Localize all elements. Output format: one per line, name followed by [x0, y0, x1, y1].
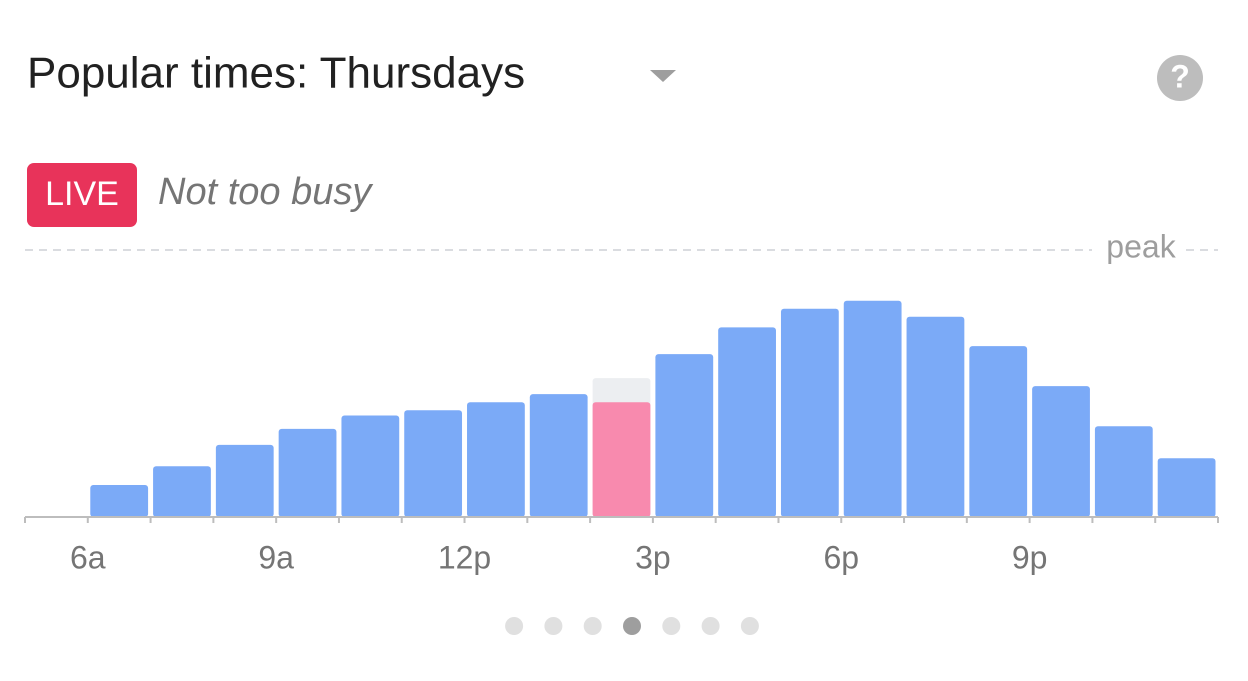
- bar: [404, 410, 463, 517]
- bar: [843, 300, 902, 517]
- peak-label: peak: [1106, 228, 1176, 264]
- pager-dot[interactable]: [701, 617, 720, 635]
- pager-dot[interactable]: [583, 617, 602, 635]
- live-status: Not too busy: [158, 171, 373, 213]
- pager-dot[interactable]: [740, 617, 759, 635]
- bar: [529, 394, 588, 517]
- live-badge-text: LIVE: [45, 175, 119, 213]
- pager-dot[interactable]: [505, 617, 524, 635]
- x-tick-label: 9a: [258, 539, 294, 575]
- bar: [341, 415, 400, 517]
- x-tick-label: 6p: [823, 539, 859, 575]
- x-tick-label: 9p: [1012, 539, 1048, 575]
- x-tick-label: 3p: [635, 539, 671, 575]
- dropdown-arrow[interactable]: [650, 70, 676, 82]
- pager-dot[interactable]: [623, 617, 641, 635]
- bar: [1157, 458, 1216, 517]
- help-button[interactable]: [1157, 55, 1203, 101]
- bar: [90, 484, 149, 517]
- bar: [780, 308, 839, 517]
- bar: [718, 327, 776, 517]
- bar: [1032, 386, 1090, 517]
- x-tick-label: 12p: [438, 539, 491, 575]
- pager-dot[interactable]: [544, 617, 563, 635]
- x-tick-label: 6a: [70, 539, 106, 575]
- bar: [655, 354, 714, 517]
- bar: [278, 428, 337, 517]
- bar: [153, 466, 211, 517]
- bar: [467, 402, 525, 517]
- bar: [969, 346, 1028, 517]
- bar: [906, 316, 965, 517]
- bar: [1094, 426, 1153, 517]
- pager-dot[interactable]: [662, 617, 681, 635]
- live-badge: [27, 163, 137, 227]
- help-glyph: ?: [1170, 58, 1190, 94]
- bar: [215, 444, 274, 517]
- title: Popular times: Thursdays: [27, 49, 525, 98]
- bar: [592, 402, 651, 517]
